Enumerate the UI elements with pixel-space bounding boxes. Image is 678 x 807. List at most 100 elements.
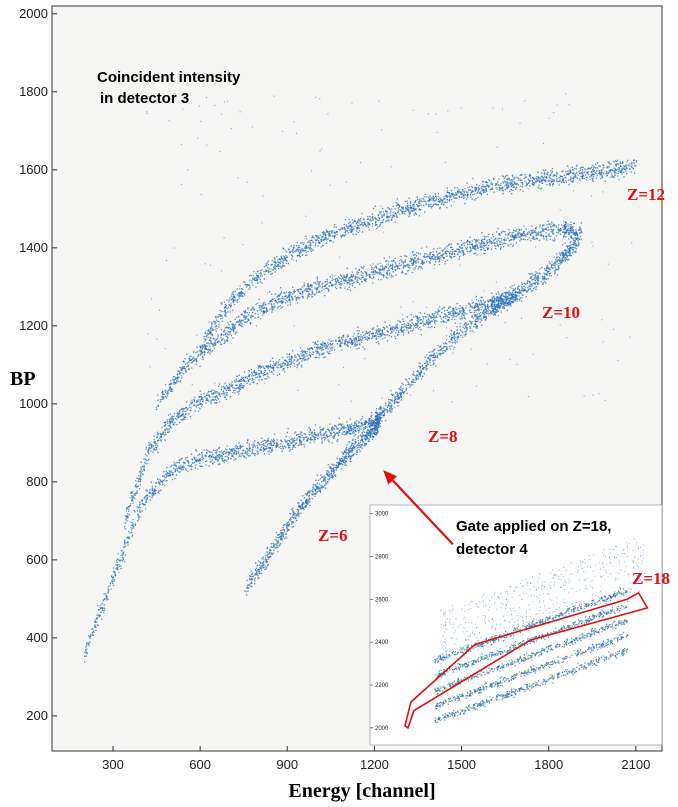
- scatter-point: [508, 297, 511, 300]
- scatter-point: [339, 340, 341, 342]
- scatter-point: [476, 327, 478, 329]
- scatter-point: [572, 248, 574, 251]
- scatter-point: [279, 364, 281, 366]
- scatter-point: [364, 426, 367, 428]
- scatter-point: [273, 549, 275, 552]
- scatter-point: [282, 526, 284, 529]
- scatter-point: [291, 448, 294, 450]
- scatter-point: [285, 536, 287, 538]
- scatter-point: [433, 313, 436, 315]
- scatter-point: [250, 576, 252, 578]
- scatter-point: [307, 437, 310, 440]
- scatter-point: [512, 296, 514, 299]
- scatter-point: [496, 304, 499, 306]
- scatter-point: [542, 282, 544, 284]
- scatter-point: [124, 543, 126, 545]
- scatter-point: [170, 422, 172, 424]
- scatter-point: [401, 326, 403, 328]
- scatter-point: [362, 439, 364, 441]
- scatter-point: [209, 396, 211, 398]
- scatter-point: [255, 371, 258, 374]
- scatter-point: [233, 330, 235, 332]
- scatter-point: [166, 393, 168, 395]
- scatter-point: [322, 429, 324, 431]
- scatter-point: [440, 346, 442, 348]
- scatter-point: [508, 302, 511, 304]
- scatter-point: [306, 500, 308, 503]
- scatter-point: [233, 448, 236, 450]
- scatter-point: [162, 432, 164, 434]
- scatter-point: [527, 280, 529, 282]
- scatter-point: [491, 292, 493, 294]
- scatter-point: [164, 390, 166, 392]
- scatter-point: [186, 353, 188, 355]
- scatter-point: [249, 378, 251, 380]
- scatter-point: [422, 375, 424, 377]
- scatter-point: [309, 442, 311, 444]
- scatter-point: [491, 296, 493, 299]
- scatter-point: [348, 341, 350, 344]
- scatter-point: [397, 398, 399, 401]
- scatter-point: [323, 436, 326, 439]
- scatter-point: [379, 407, 382, 409]
- scatter-point: [199, 465, 201, 467]
- scatter-point: [234, 446, 236, 448]
- scatter-point: [143, 468, 145, 470]
- scatter-point: [288, 529, 290, 531]
- scatter-point: [185, 370, 187, 372]
- scatter-point: [527, 290, 529, 292]
- scatter-point: [390, 390, 392, 392]
- scatter-point: [501, 298, 503, 300]
- scatter-point: [337, 463, 340, 465]
- scatter-point: [288, 523, 290, 525]
- scatter-point: [372, 423, 374, 425]
- scatter-point: [199, 403, 201, 405]
- scatter-point: [417, 325, 419, 327]
- scatter-point: [196, 401, 198, 403]
- scatter-point: [172, 423, 174, 425]
- scatter-point: [263, 367, 265, 369]
- scatter-point: [564, 257, 567, 259]
- scatter-point: [546, 273, 548, 275]
- scatter-point: [576, 238, 578, 240]
- scatter-point: [511, 291, 514, 294]
- scatter-point: [219, 463, 221, 465]
- scatter-point: [394, 398, 397, 401]
- scatter-point: [197, 400, 199, 403]
- scatter-point: [168, 425, 170, 427]
- scatter-point: [567, 254, 569, 257]
- scatter-point: [378, 422, 380, 424]
- scatter-point: [389, 324, 391, 326]
- scatter-point: [566, 257, 568, 259]
- scatter-point: [474, 304, 476, 307]
- scatter-point: [105, 595, 107, 597]
- scatter-point: [234, 389, 236, 392]
- scatter-point: [494, 300, 496, 303]
- scatter-point: [264, 558, 267, 561]
- scatter-point: [431, 320, 433, 322]
- scatter-point: [559, 258, 561, 260]
- scatter-point: [443, 316, 445, 318]
- scatter-point: [272, 373, 275, 375]
- scatter-point: [521, 297, 523, 299]
- scatter-point: [248, 312, 250, 314]
- scatter-point: [202, 358, 204, 361]
- scatter-point: [390, 393, 393, 395]
- scatter-point: [316, 482, 319, 485]
- scatter-point: [97, 605, 99, 607]
- scatter-point: [270, 553, 272, 555]
- scatter-point: [433, 363, 435, 365]
- scatter-point: [248, 443, 250, 445]
- scatter-point: [230, 448, 232, 450]
- scatter-point: [304, 356, 306, 358]
- scatter-point: [505, 295, 507, 297]
- scatter-point: [236, 321, 238, 324]
- scatter-point: [218, 454, 220, 456]
- scatter-point: [390, 400, 392, 402]
- scatter-point: [127, 517, 129, 519]
- scatter-point: [258, 573, 261, 575]
- scatter-point: [559, 253, 561, 255]
- scatter-point: [351, 449, 354, 451]
- scatter-point: [306, 438, 308, 440]
- scatter-point: [452, 310, 454, 312]
